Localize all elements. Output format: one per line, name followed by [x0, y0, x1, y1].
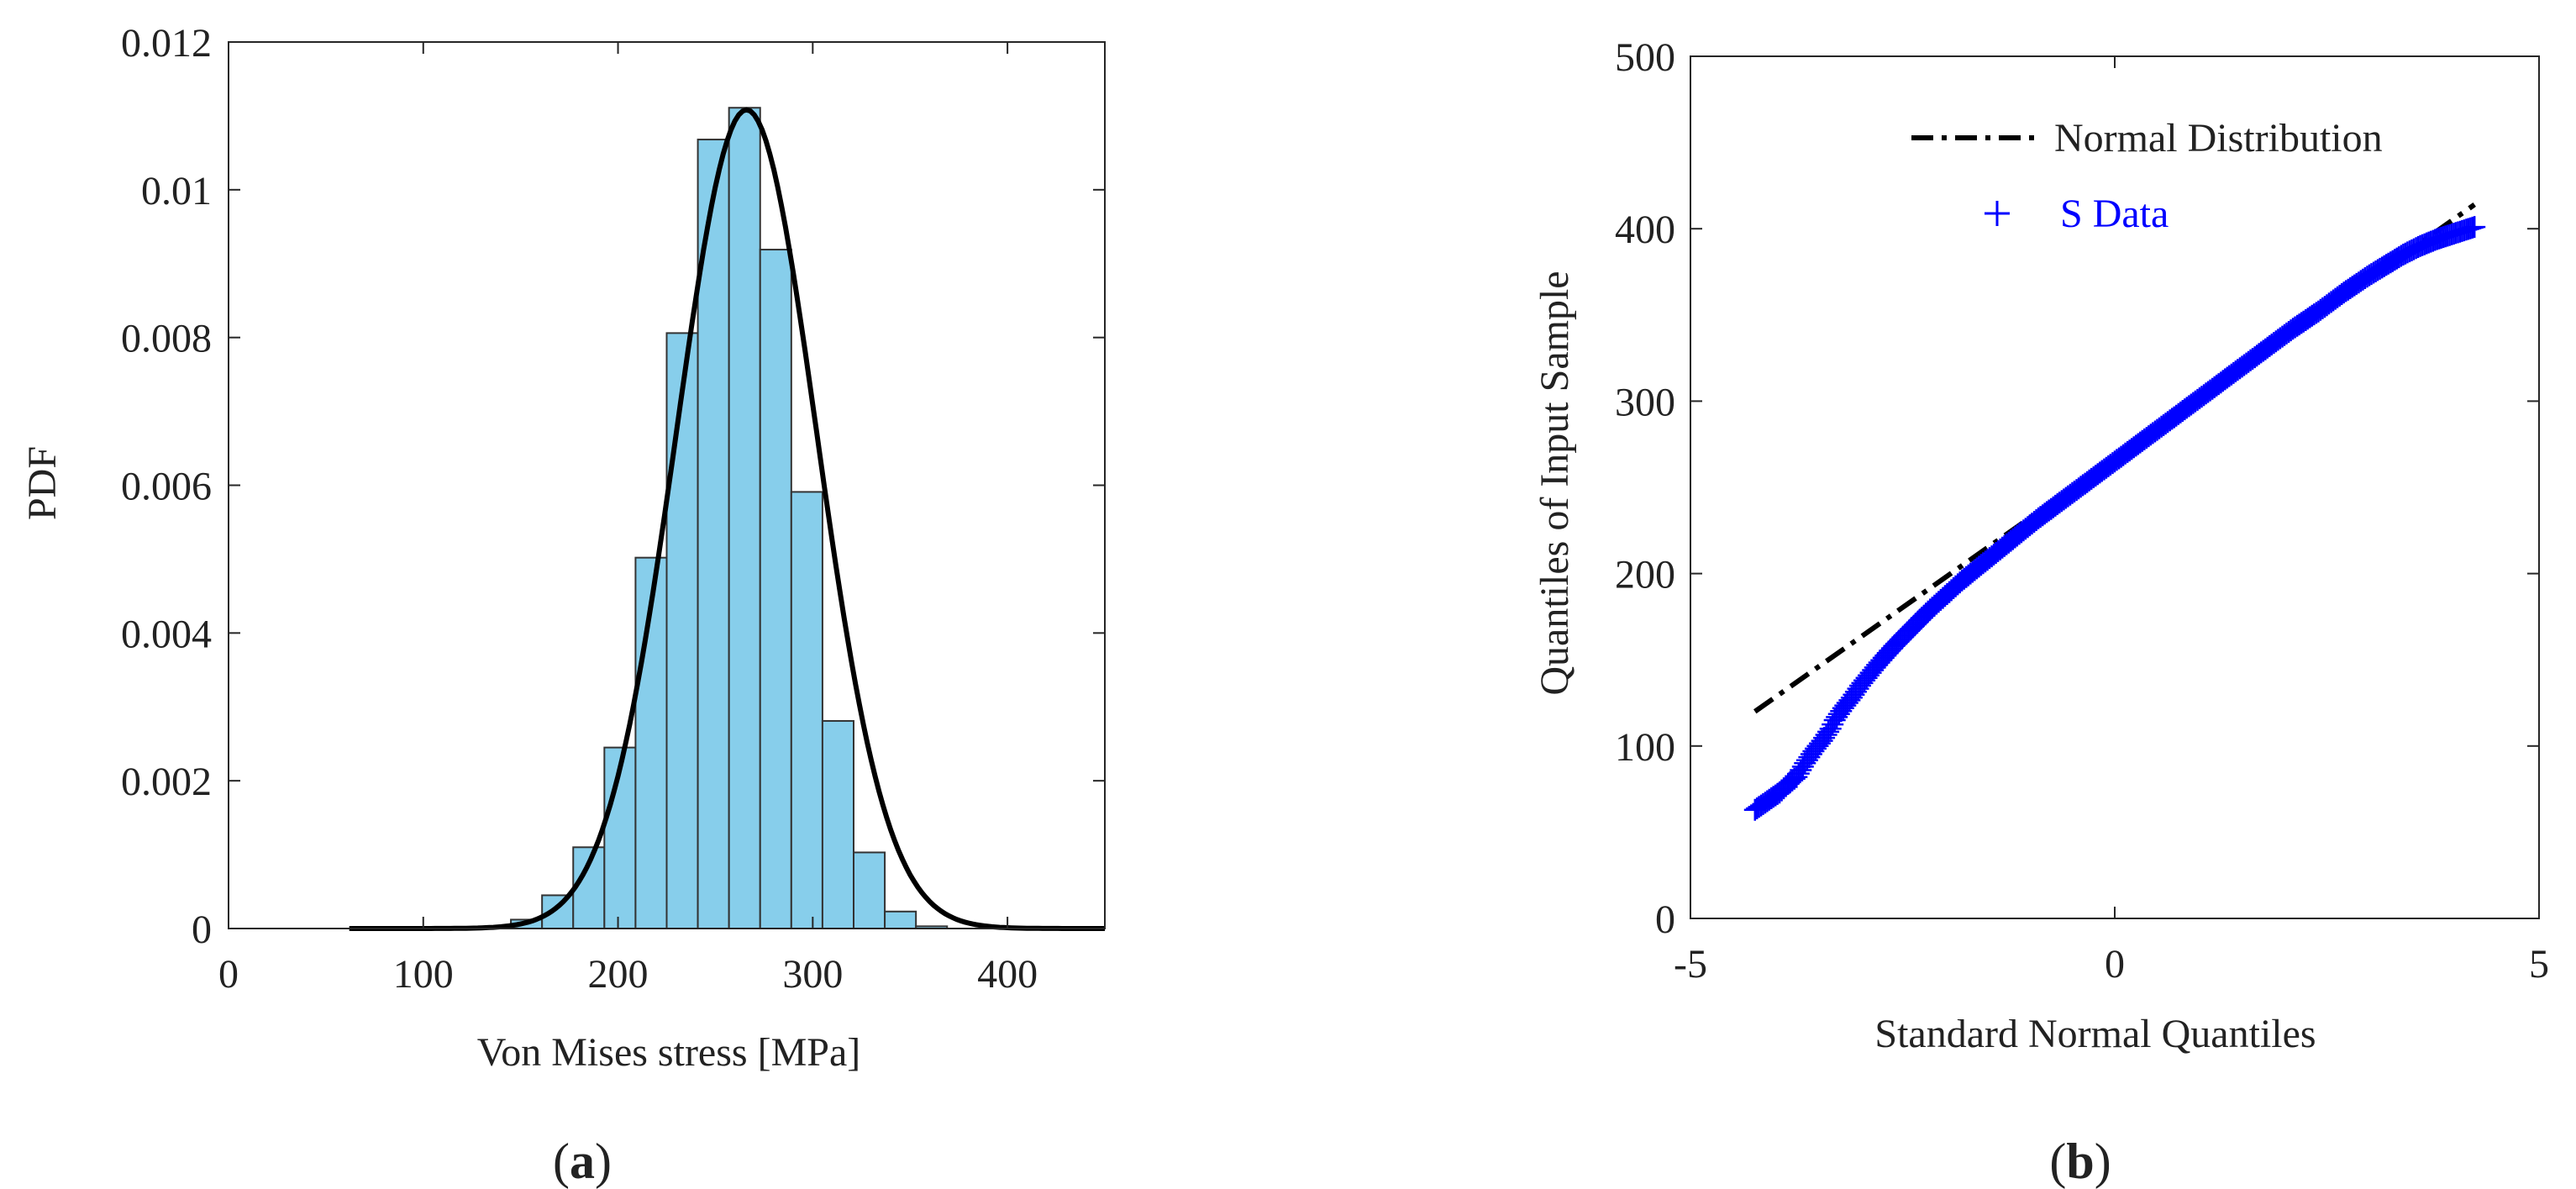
x-tick-label: 200 — [588, 952, 649, 997]
histogram-bar — [665, 332, 699, 929]
legend: Normal Distribution S Data — [1911, 116, 2383, 236]
caption-open-paren: ( — [2049, 1134, 2066, 1189]
y-tick-label: 0 — [1655, 897, 1675, 942]
data-point — [2463, 216, 2486, 239]
caption-close-paren: ) — [2095, 1134, 2111, 1189]
histogram-bar — [759, 249, 792, 929]
x-tick-label: 0 — [2105, 942, 2125, 986]
plot-frame — [1690, 55, 2540, 919]
y-tick-label: 200 — [1615, 553, 1675, 597]
x-axis-label: Standard Normal Quantiles — [1874, 1012, 2316, 1056]
legend-plus-marker — [1985, 201, 2010, 226]
panel-caption-b: (b) — [2049, 1134, 2111, 1189]
data-point — [1819, 718, 1842, 740]
y-tick-label: 0.002 — [121, 760, 212, 804]
x-tick-label: 400 — [977, 952, 1038, 997]
y-axis-label: Quantiles of Input Sample — [1532, 271, 1577, 695]
histogram-bar — [790, 491, 823, 929]
y-tick-label: 0.012 — [121, 21, 212, 66]
histogram-bar — [697, 139, 730, 930]
histogram-bar — [728, 107, 761, 929]
caption-close-paren: ) — [595, 1134, 612, 1189]
panel-caption-a: (a) — [553, 1134, 612, 1189]
x-tick-label: -5 — [1674, 942, 1707, 986]
y-tick-label: 0.006 — [121, 465, 212, 509]
caption-open-paren: ( — [553, 1134, 570, 1189]
x-tick-label: 100 — [393, 952, 454, 997]
histogram-bar — [884, 910, 917, 930]
panel-b: -5 0 5 0 100 200 300 400 500 Standard No… — [1532, 35, 2549, 1189]
histogram-bar — [821, 719, 855, 929]
y-tick-label: 0.01 — [141, 169, 212, 213]
x-axis-label: Von Mises stress [MPa] — [477, 1030, 860, 1075]
y-tick-label: 100 — [1615, 725, 1675, 770]
tick-marks — [1690, 55, 2540, 919]
x-tick-label: 5 — [2529, 942, 2549, 986]
s-data-points — [1743, 216, 2486, 821]
y-tick-label: 400 — [1615, 208, 1675, 252]
tick-marks — [228, 41, 1105, 929]
y-tick-label: 0.008 — [121, 317, 212, 361]
y-tick-label: 0.004 — [121, 612, 212, 656]
legend-label-s-data: S Data — [2060, 192, 2169, 236]
caption-letter: a — [570, 1134, 595, 1189]
x-tick-label: 0 — [218, 952, 239, 997]
y-tick-label: 300 — [1615, 380, 1675, 424]
y-axis-label: PDF — [20, 446, 65, 520]
y-tick-label: 500 — [1615, 35, 1675, 80]
caption-letter: b — [2066, 1134, 2094, 1189]
x-tick-label: 300 — [782, 952, 843, 997]
histogram-bar — [853, 851, 886, 930]
legend-label-normal-distribution: Normal Distribution — [2054, 116, 2383, 160]
panel-a: 0 100 200 300 400 0 0.002 0.004 0.006 0.… — [20, 21, 1106, 1189]
y-tick-label: 0 — [192, 908, 212, 952]
histogram-bars — [510, 107, 949, 930]
